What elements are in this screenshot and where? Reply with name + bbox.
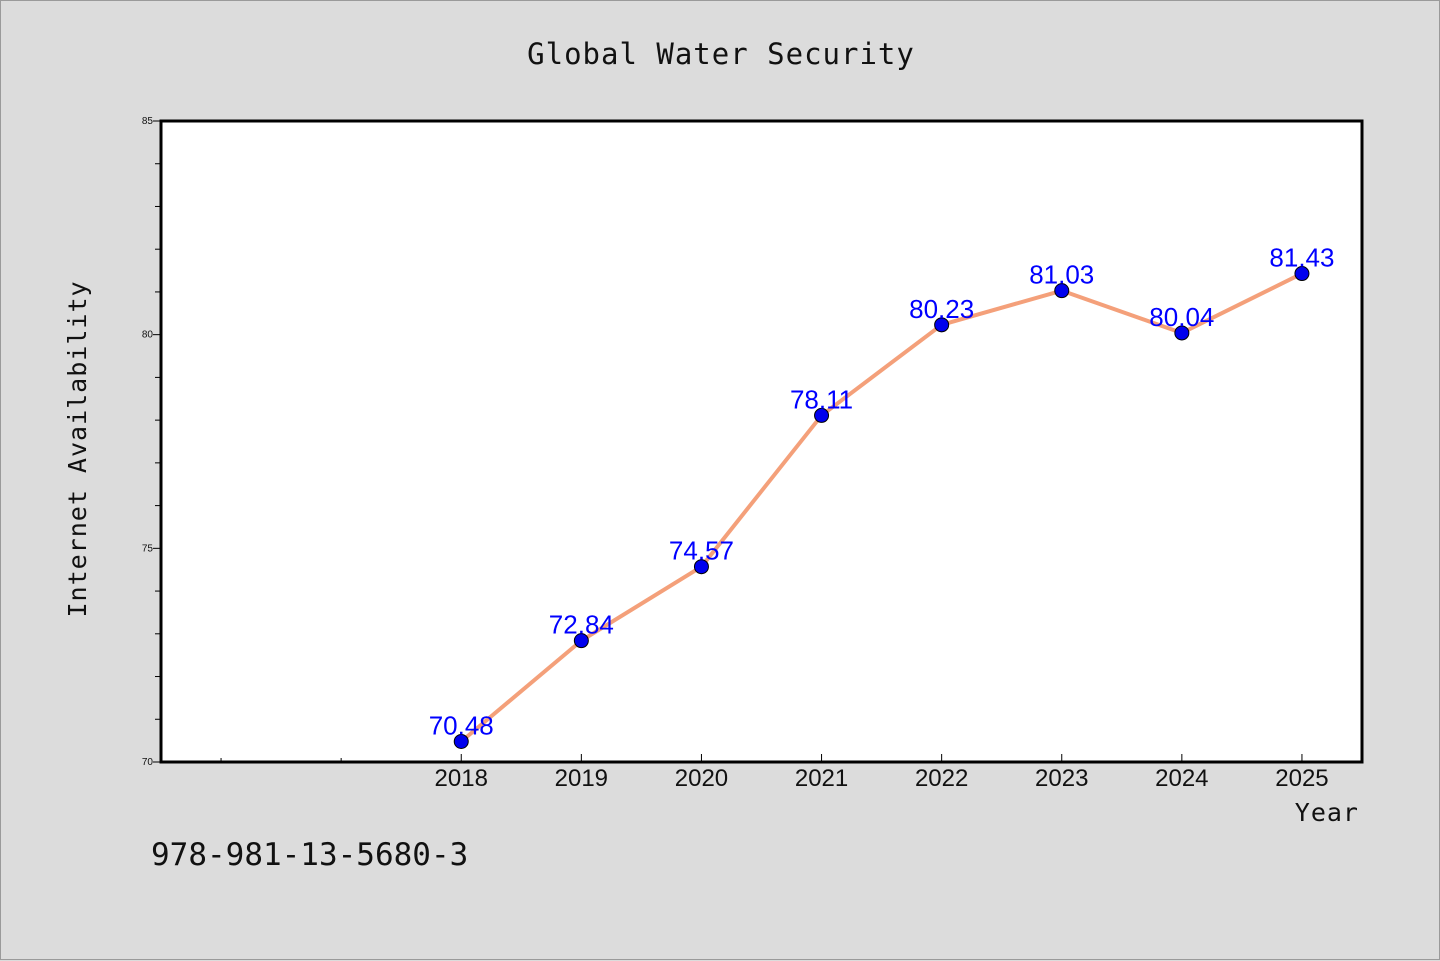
- data-point: [1054, 283, 1070, 299]
- plot-area: [161, 121, 1362, 762]
- axis-ticks: 70 75 80 85 2018 2019 2020 2021 2022 2023 2024 2025: [142, 116, 1329, 792]
- x-tick-label: 2021: [795, 765, 848, 792]
- data-point: [453, 733, 469, 749]
- x-tick-label: 2024: [1155, 765, 1208, 792]
- chart-title: Global Water Security: [527, 37, 915, 71]
- x-tick-label: 2023: [1035, 765, 1088, 792]
- data-label: 70.48: [429, 710, 494, 740]
- series-line: [459, 271, 1304, 744]
- y-tick-label: 85: [142, 116, 154, 127]
- data-label: 74.57: [669, 536, 734, 566]
- series-layer: 70.48 72.84 74.57 78.11 80.23 81.03 80.04 81.43: [429, 243, 1334, 749]
- data-label: 78.11: [790, 384, 853, 414]
- x-tick-label: 2018: [435, 765, 488, 792]
- y-axis-label: Internet Availability: [63, 280, 92, 617]
- x-axis-label: Year: [1295, 798, 1359, 827]
- x-tick-label: 2022: [915, 765, 968, 792]
- data-point: [814, 407, 830, 423]
- footer-id: 978-981-13-5680-3: [151, 837, 468, 873]
- y-tick-label: 70: [142, 757, 154, 768]
- x-tick-label: 2020: [675, 765, 728, 792]
- y-tick-label: 75: [142, 543, 154, 554]
- data-label: 80.23: [909, 294, 974, 324]
- data-point: [1174, 325, 1190, 341]
- data-point: [1294, 266, 1310, 282]
- y-tick-label: 80: [142, 330, 154, 341]
- plot-border: [159, 119, 1364, 764]
- data-point: [573, 633, 589, 649]
- x-tick-label: 2025: [1275, 765, 1328, 792]
- data-label: 72.84: [549, 610, 614, 640]
- data-label: 81.43: [1269, 243, 1334, 273]
- data-label: 81.03: [1029, 260, 1094, 290]
- data-point: [693, 559, 709, 575]
- x-tick-label: 2019: [555, 765, 608, 792]
- data-label: 80.04: [1149, 302, 1214, 332]
- data-point: [934, 317, 950, 333]
